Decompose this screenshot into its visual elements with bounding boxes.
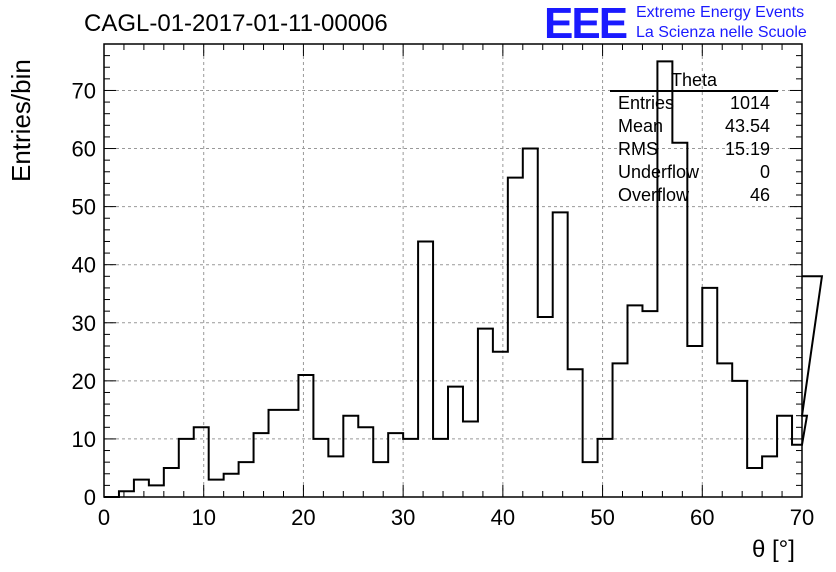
plot-frame xyxy=(103,43,803,498)
stats-value: 0 xyxy=(759,162,770,182)
histogram-bin xyxy=(224,474,239,497)
x-axis-label: θ [°] xyxy=(752,536,795,563)
stats-row-overflow: Overflow 46 xyxy=(610,184,778,207)
histogram-bin xyxy=(523,149,538,497)
histogram-bin xyxy=(418,241,433,497)
histogram-bin xyxy=(642,311,657,497)
histogram-bin xyxy=(762,456,777,497)
histogram-bin xyxy=(478,329,493,497)
x-tick-label: 30 xyxy=(391,505,415,530)
y-tick-label: 60 xyxy=(72,137,96,162)
histogram-bin xyxy=(568,369,583,497)
histogram-bin xyxy=(792,445,802,497)
histogram-bin xyxy=(134,480,149,497)
stats-label: RMS xyxy=(618,139,658,159)
histogram-bin xyxy=(777,416,792,497)
y-tick-label: 50 xyxy=(72,195,96,220)
histogram-bin xyxy=(209,480,224,497)
histogram-bin xyxy=(403,439,418,497)
histogram-bin xyxy=(119,491,134,497)
histogram-bin xyxy=(254,433,269,497)
y-tick-label: 0 xyxy=(84,485,96,510)
stats-box: Theta Entries 1014 Mean 43.54 RMS 15.19 … xyxy=(610,70,778,207)
grid xyxy=(104,44,802,497)
stats-label: Underflow xyxy=(618,162,700,182)
histogram-bin xyxy=(538,317,553,497)
stats-row-underflow: Underflow 0 xyxy=(610,161,778,184)
histogram-bin xyxy=(493,352,508,497)
histogram-bin xyxy=(298,375,313,497)
x-tick-label: 60 xyxy=(690,505,714,530)
histogram-bin xyxy=(433,439,448,497)
histogram-bin xyxy=(583,462,598,497)
histogram-bin xyxy=(283,410,298,497)
chart-title: CAGL-01-2017-01-11-00006 xyxy=(84,10,388,37)
axes xyxy=(103,43,803,498)
tick-labels: 0 10 20 30 40 50 60 70 0 10 20 30 40 50 60 70 xyxy=(72,78,815,530)
stats-label: Mean xyxy=(618,116,664,136)
histogram-bin xyxy=(313,439,328,497)
y-tick-label: 10 xyxy=(72,427,96,452)
y-axis-label: Entries/bin xyxy=(6,59,36,182)
histogram-bin xyxy=(732,381,747,497)
histogram-bin xyxy=(448,387,463,497)
stats-value: 1014 xyxy=(729,93,770,113)
histogram-outline xyxy=(104,60,824,498)
histogram-bin xyxy=(164,468,179,497)
histogram-bin xyxy=(194,427,209,497)
stats-value: 15.19 xyxy=(724,139,770,159)
histogram-bin xyxy=(269,410,284,497)
histogram-bin xyxy=(463,422,478,498)
histogram-bin xyxy=(553,212,568,497)
histogram-bin xyxy=(358,427,373,497)
histogram-bin xyxy=(687,346,702,497)
histogram-bin xyxy=(239,462,254,497)
histogram-bin xyxy=(149,485,164,497)
histogram-bin xyxy=(747,468,762,497)
histogram-bin xyxy=(717,363,732,497)
histogram-bin xyxy=(388,433,403,497)
stats-row-entries: Entries 1014 xyxy=(610,92,778,115)
histogram-bin xyxy=(373,462,388,497)
histogram-bin xyxy=(598,439,613,497)
y-tick-label: 30 xyxy=(72,311,96,336)
histogram-bin xyxy=(508,178,523,497)
stats-row-mean: Mean 43.54 xyxy=(610,115,778,138)
eee-logo: EEE xyxy=(544,0,628,48)
x-tick-label: 20 xyxy=(291,505,315,530)
histogram-bin xyxy=(702,288,717,497)
histogram-bin xyxy=(613,363,628,497)
histogram-bin xyxy=(343,416,358,497)
histogram-bin xyxy=(179,439,194,497)
stats-value: 46 xyxy=(749,185,770,205)
stats-label: Entries xyxy=(618,93,675,113)
histogram-bars xyxy=(104,60,824,498)
histogram-bin xyxy=(628,305,643,497)
histogram-bin xyxy=(328,456,343,497)
stats-row-rms: RMS 15.19 xyxy=(610,138,778,161)
x-tick-label: 10 xyxy=(191,505,215,530)
logo-subtitle-2: La Scienza nelle Scuole xyxy=(636,24,807,41)
x-tick-label: 0 xyxy=(98,505,110,530)
y-tick-label: 20 xyxy=(72,369,96,394)
logo-subtitle-1: Extreme Energy Events xyxy=(636,4,805,21)
y-tick-label: 40 xyxy=(72,253,96,278)
x-tick-label: 40 xyxy=(491,505,515,530)
x-tick-label: 70 xyxy=(790,505,814,530)
x-tick-label: 50 xyxy=(590,505,614,530)
stats-value: 43.54 xyxy=(724,116,770,136)
y-tick-label: 70 xyxy=(72,78,96,103)
stats-label: Overflow xyxy=(618,185,690,205)
stats-title: Theta xyxy=(610,70,778,92)
